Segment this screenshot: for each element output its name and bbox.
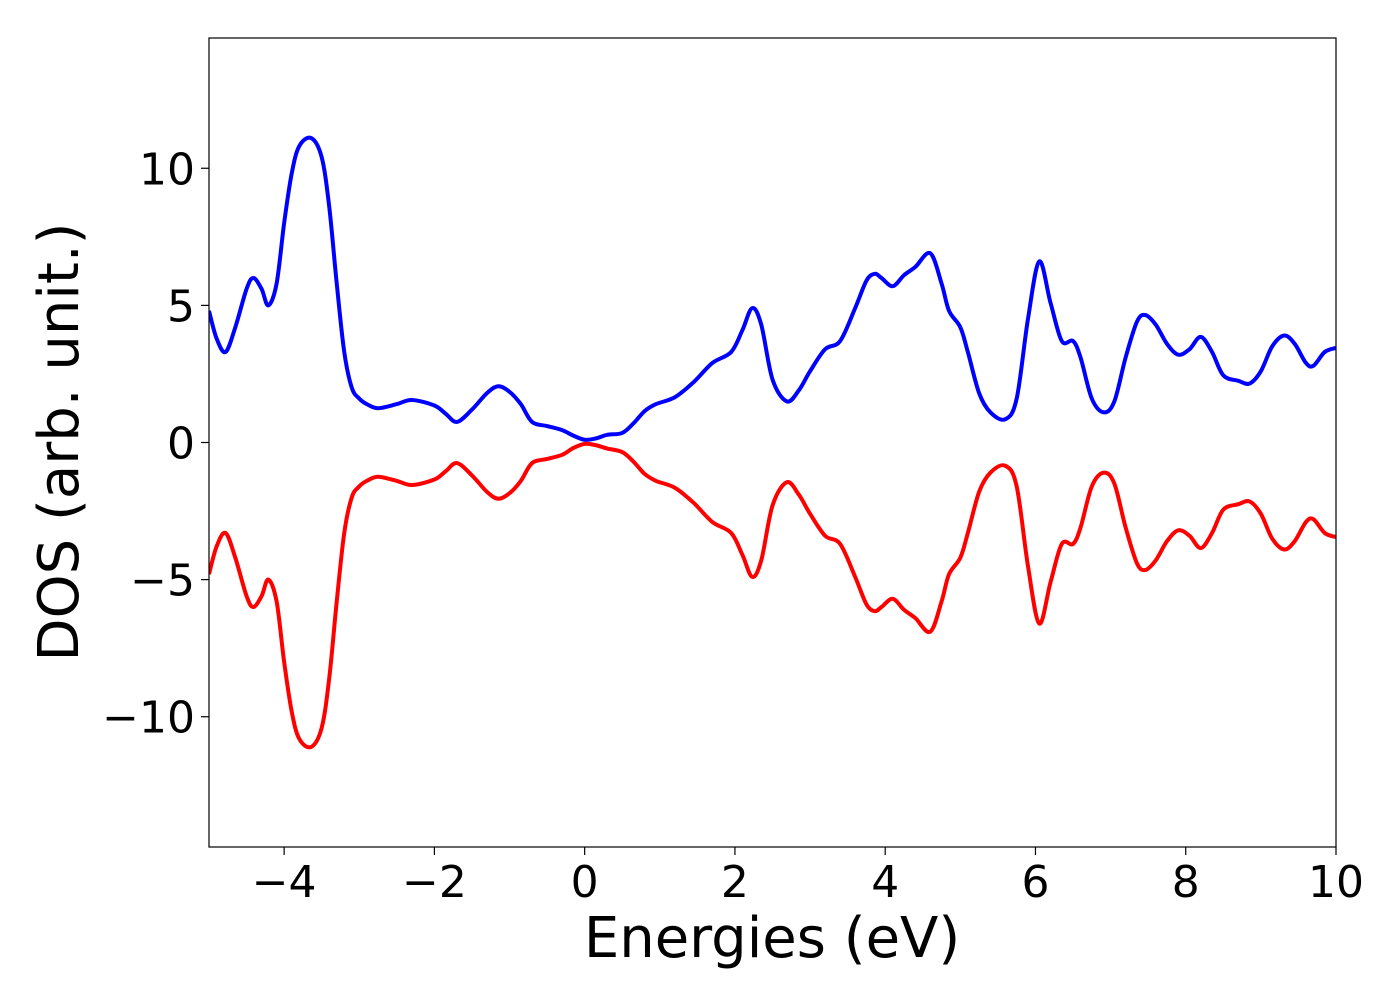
x-axis-label: Energies (eV) xyxy=(584,906,960,971)
y-axis-label: DOS (arb. unit.) xyxy=(27,222,92,661)
y-tick-label: 0 xyxy=(167,419,195,470)
y-tick-label: −10 xyxy=(102,693,195,744)
x-tick-label: 6 xyxy=(1021,857,1049,908)
x-tick-label: 10 xyxy=(1308,857,1364,908)
y-tick-label: −5 xyxy=(130,556,195,607)
line-series xyxy=(209,135,1336,442)
line-series xyxy=(209,441,1336,750)
x-tick-label: 0 xyxy=(571,857,599,908)
x-tick-label: −2 xyxy=(402,857,467,908)
x-tick-label: −4 xyxy=(252,857,317,908)
y-tick-label: 5 xyxy=(167,281,195,332)
x-tick-label: 8 xyxy=(1172,857,1200,908)
y-tick-label: 10 xyxy=(139,144,195,195)
x-tick-label: 4 xyxy=(871,857,899,908)
plot-area xyxy=(209,135,1336,750)
x-tick-label: 2 xyxy=(721,857,749,908)
